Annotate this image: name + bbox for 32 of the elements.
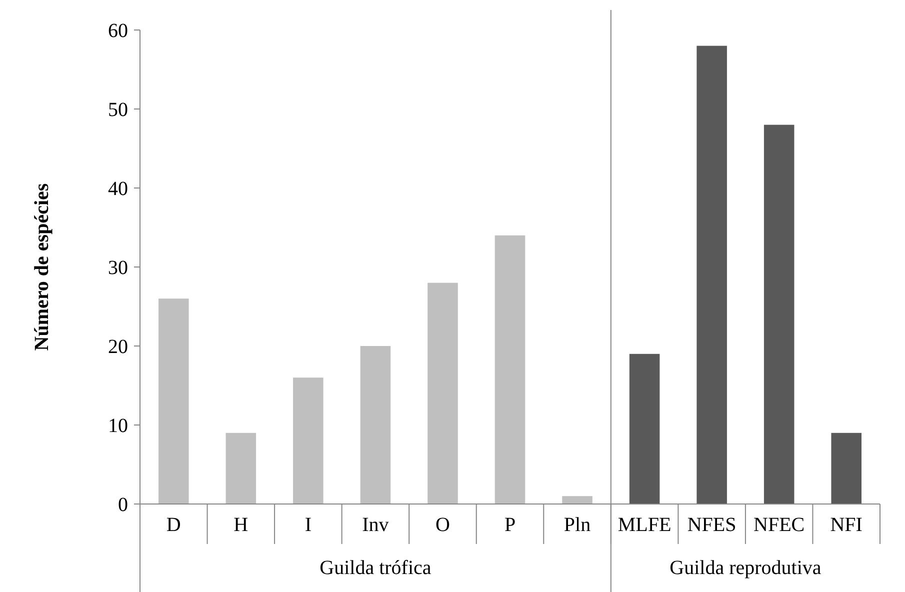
y-tick-label: 10 — [108, 415, 128, 437]
bar — [428, 282, 458, 504]
bar — [696, 46, 727, 504]
y-axis-title: Número de espécies — [31, 183, 53, 351]
bar — [226, 432, 256, 504]
x-tick-label: MLFE — [618, 514, 672, 536]
x-tick-label: NFEC — [754, 514, 805, 536]
x-tick-label: NFI — [830, 514, 862, 536]
y-tick-label: 0 — [118, 494, 128, 516]
text: Guilda reprodutiva — [670, 557, 822, 579]
text: Guilda trófica — [320, 557, 432, 579]
bar — [293, 378, 324, 504]
y-tick-label: 50 — [108, 99, 128, 121]
y-tick-label: 30 — [108, 257, 128, 279]
x-tick-label: O — [436, 514, 450, 536]
y-tick-label: 20 — [108, 336, 128, 358]
bar — [764, 124, 794, 504]
x-tick-label: I — [304, 514, 312, 536]
bar — [831, 432, 862, 504]
y-tick-label: 40 — [108, 178, 128, 200]
x-tick-label: D — [166, 514, 181, 536]
x-tick-label: P — [504, 514, 516, 536]
bar — [360, 346, 391, 504]
x-tick-label: H — [234, 514, 248, 536]
x-tick-label: Pln — [564, 514, 591, 536]
x-tick-label: NFES — [687, 514, 736, 536]
y-tick-label: 60 — [108, 20, 128, 42]
x-tick-label: Inv — [362, 514, 389, 536]
bar — [494, 235, 526, 504]
bar — [158, 298, 189, 504]
bar — [629, 354, 660, 504]
bar — [562, 496, 592, 504]
